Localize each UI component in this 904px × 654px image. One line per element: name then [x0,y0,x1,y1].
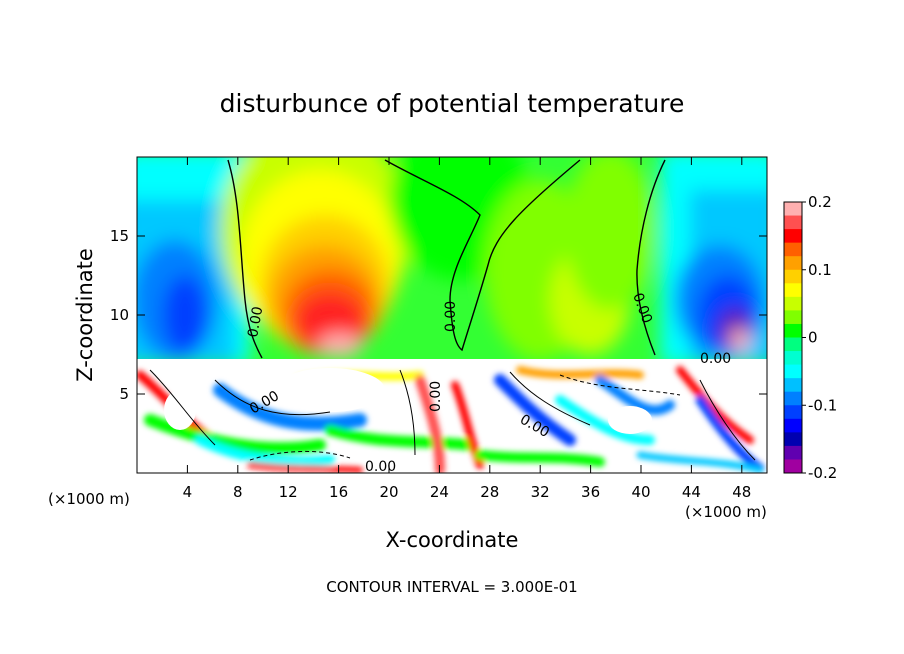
colorbar-tick-label: 0.1 [808,261,832,279]
x-tick-label: 28 [480,483,499,501]
colorbar-ticks: 0.2 0.1 0 -0.1 -0.2 [802,193,837,482]
colorbar-swatch [784,391,802,406]
x-unit-label-left: (×1000 m) [48,490,130,508]
y-axis-ticks: 5 10 15 [110,227,767,403]
colorbar-tick-label: -0.1 [808,396,837,414]
colorbar-swatch [784,242,802,257]
contour-label: 0.00 [245,305,266,338]
colorbar-tick-label: 0.2 [808,193,832,211]
colorbar-swatch [784,378,802,393]
colorbar-swatch [784,202,802,217]
x-tick-label: 24 [430,483,449,501]
x-tick-label: 48 [732,483,751,501]
x-axis-ticks: 4 8 12 16 20 24 28 32 36 40 44 48 [183,157,751,501]
field-lower [137,359,767,473]
contour-label: 0.00 [428,381,444,412]
colorbar-swatch [784,269,802,284]
colorbar-swatch [784,229,802,244]
x-tick-label: 32 [531,483,550,501]
x-tick-label: 44 [682,483,701,501]
colorbar-swatch [784,364,802,379]
field-upper [137,157,767,359]
x-tick-label: 8 [233,483,243,501]
x-axis-label: X-coordinate [386,528,519,552]
colorbar [783,201,803,474]
x-tick-label: 4 [183,483,193,501]
colorbar-tick-label: 0 [808,329,818,347]
colorbar-swatch [784,432,802,447]
contour-label: 0.00 [443,301,459,332]
y-tick-label: 15 [110,227,129,245]
colorbar-swatch [784,405,802,420]
y-tick-label: 10 [110,306,129,324]
contour-interval-note: CONTOUR INTERVAL = 3.000E-01 [326,578,577,596]
y-tick-label: 5 [119,385,129,403]
y-axis-label: Z-coordinate [73,248,97,382]
x-tick-label: 20 [379,483,398,501]
colorbar-swatch [784,283,802,298]
contour-label: 0.00 [700,351,731,367]
colorbar-tick-label: -0.2 [808,464,837,482]
colorbar-swatch [784,296,802,311]
x-tick-label: 12 [279,483,298,501]
colorbar-swatch [784,337,802,352]
colorbar-swatch [784,459,802,474]
colorbar-swatch [784,351,802,366]
colorbar-swatch [784,215,802,230]
colorbar-swatch [784,256,802,271]
x-unit-label-right: (×1000 m) [685,503,767,521]
x-tick-label: 16 [329,483,348,501]
colorbar-swatch [784,445,802,460]
contour-label: 0.00 [365,459,396,475]
colorbar-swatch [784,323,802,338]
chart-title: disturbunce of potential temperature [220,89,685,118]
x-tick-label: 40 [631,483,650,501]
x-tick-label: 36 [581,483,600,501]
colorbar-swatch [784,310,802,325]
zero-contours [227,159,666,359]
colorbar-swatch [784,418,802,433]
